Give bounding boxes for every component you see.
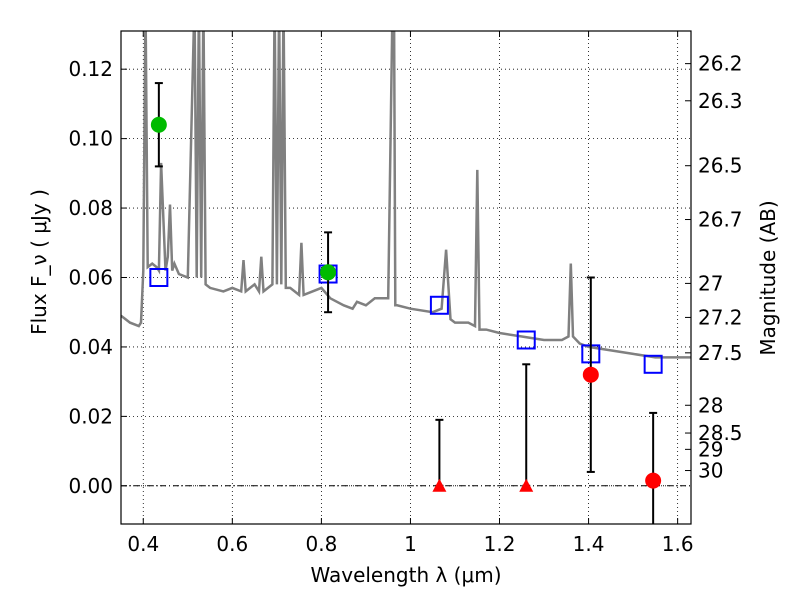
upper-limit-point [519, 478, 534, 492]
y-tick-label: 0.04 [68, 335, 113, 359]
y2-axis-title: Magnitude (AB) [756, 200, 780, 355]
x-axis-title: Wavelength λ (μm) [310, 563, 501, 587]
y-tick-label: 0.12 [68, 57, 113, 81]
observed-flux-point [582, 366, 599, 383]
observed-flux-point [150, 116, 167, 133]
y-tick-label: 0.02 [68, 404, 113, 428]
observed-flux-point [645, 472, 662, 489]
x-tick-label: 1 [404, 532, 417, 556]
y-axis-title: Flux F_ν ( μJy ) [27, 189, 51, 335]
y2-tick-label: 27 [698, 271, 723, 295]
axis-ticks: 0.4 0.6 0.8 1 1.2 1.4 1.6 0.00 0.02 0.04 0.06 0.08 0… [68, 31, 743, 556]
y-tick-label: 0.10 [68, 127, 113, 151]
y-tick-label: 0.06 [68, 266, 113, 290]
sed-model-line [121, 31, 691, 359]
x-tick-label: 1.2 [484, 532, 516, 556]
upper-limit-point [432, 478, 447, 492]
y2-tick-label: 26.7 [698, 208, 743, 232]
y2-tick-label: 27.2 [698, 305, 743, 329]
grid [121, 31, 691, 524]
x-tick-label: 0.4 [127, 532, 159, 556]
y2-tick-label: 29 [698, 437, 723, 461]
y-tick-label: 0.08 [68, 196, 113, 220]
data-markers [149, 82, 663, 524]
x-tick-label: 1.4 [573, 532, 605, 556]
y-tick-label: 0.00 [68, 474, 113, 498]
y2-tick-label: 26.5 [698, 154, 743, 178]
y2-tick-label: 26.2 [698, 52, 743, 76]
model-photometry-point [516, 330, 536, 350]
x-tick-label: 0.8 [305, 532, 337, 556]
x-tick-label: 0.6 [216, 532, 248, 556]
y2-tick-label: 28.5 [698, 421, 743, 445]
y2-tick-label: 28 [698, 393, 723, 417]
model-photometry-point [149, 268, 169, 287]
y2-tick-label: 27.5 [698, 341, 743, 365]
observed-flux-point [320, 264, 337, 281]
model-photometry-point [429, 295, 449, 315]
model-photometry-point [643, 354, 663, 374]
y2-tick-label: 30 [698, 459, 723, 483]
x-tick-label: 1.6 [662, 532, 694, 556]
y2-tick-label: 26.3 [698, 89, 743, 113]
